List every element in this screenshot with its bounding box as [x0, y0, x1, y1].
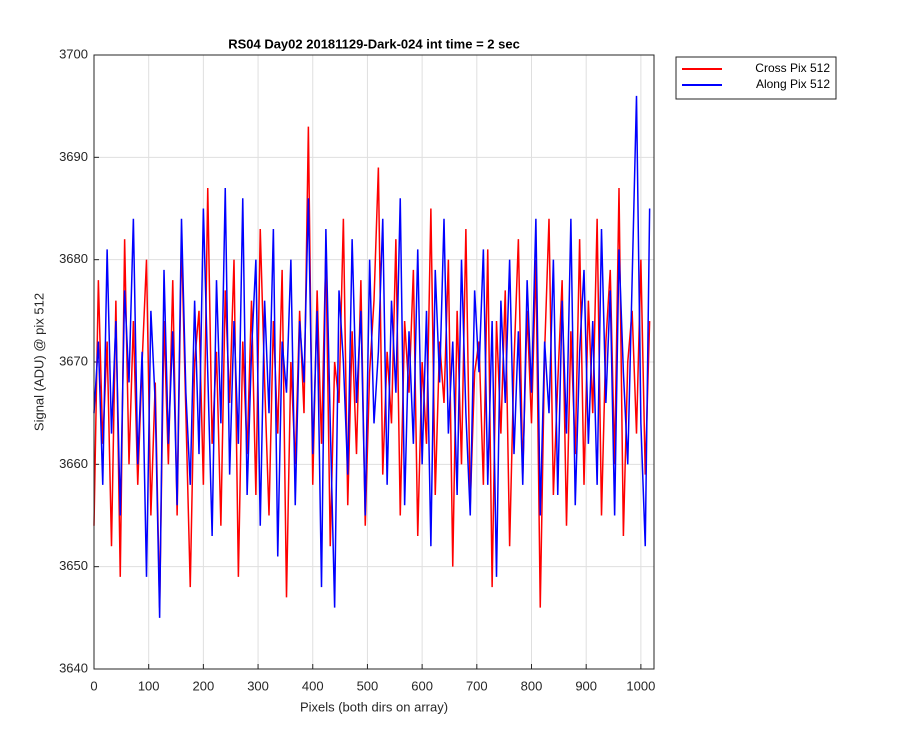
x-tick-label: 800 [521, 678, 543, 693]
y-tick-label: 3640 [59, 660, 88, 675]
y-tick-label: 3650 [59, 558, 88, 573]
x-tick-label: 1000 [626, 678, 655, 693]
axes-box [93, 54, 655, 670]
x-tick-label: 600 [411, 678, 433, 693]
x-tick-label: 400 [302, 678, 324, 693]
legend-box [675, 56, 837, 100]
y-tick-label: 3660 [59, 456, 88, 471]
x-tick-label: 0 [90, 678, 97, 693]
x-tick-label: 100 [138, 678, 160, 693]
y-tick-label: 3690 [59, 149, 88, 164]
x-tick-label: 900 [575, 678, 597, 693]
legend-label: Along Pix 512 [756, 77, 830, 91]
x-tick-label: 200 [193, 678, 215, 693]
x-tick-label: 500 [357, 678, 379, 693]
data-line [93, 95, 651, 618]
y-tick-label: 3680 [59, 251, 88, 266]
x-tick-label: 300 [247, 678, 269, 693]
y-tick-label: 3700 [59, 46, 88, 61]
y-axis-label: Signal (ADU) @ pix 512 [31, 293, 46, 431]
y-tick-label: 3670 [59, 353, 88, 368]
legend-label: Cross Pix 512 [755, 61, 830, 75]
x-tick-label: 700 [466, 678, 488, 693]
chart-title: RS04 Day02 20181129-Dark-024 int time = … [228, 36, 520, 51]
x-axis-label: Pixels (both dirs on array) [300, 699, 448, 714]
